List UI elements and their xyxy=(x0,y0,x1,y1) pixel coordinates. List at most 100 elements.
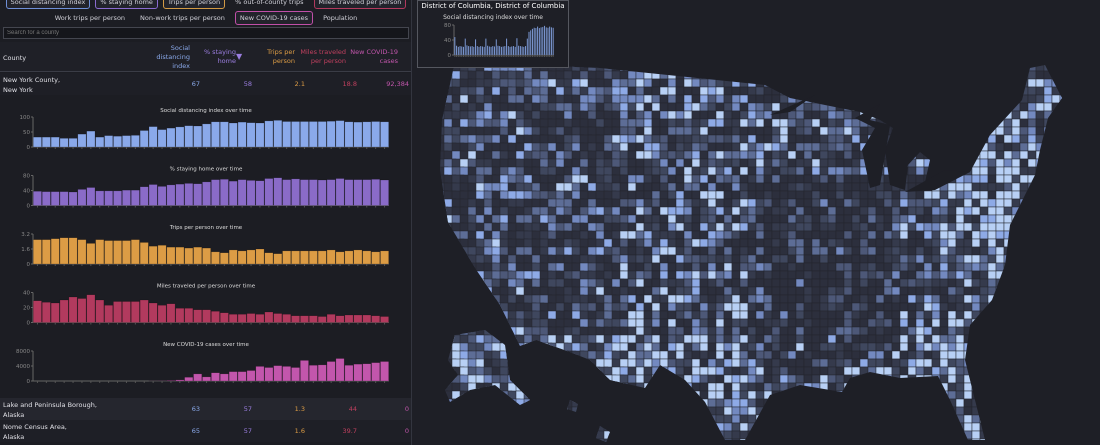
county-shape[interactable] xyxy=(1059,270,1068,280)
county-shape[interactable] xyxy=(707,302,717,312)
county-shape[interactable] xyxy=(979,126,989,136)
county-shape[interactable] xyxy=(875,390,885,400)
county-shape[interactable] xyxy=(739,318,749,328)
chart-3-bar[interactable] xyxy=(184,308,194,323)
county-shape[interactable] xyxy=(779,286,789,296)
county-shape[interactable] xyxy=(1051,166,1061,176)
county-shape[interactable] xyxy=(643,182,653,192)
county-shape[interactable] xyxy=(1027,222,1037,232)
county-shape[interactable] xyxy=(755,350,765,360)
county-shape[interactable] xyxy=(891,86,901,96)
chart-0-bar[interactable] xyxy=(237,121,247,148)
county-shape[interactable] xyxy=(763,166,773,176)
county-shape[interactable] xyxy=(883,422,893,432)
county-shape[interactable] xyxy=(779,270,789,280)
county-shape[interactable] xyxy=(923,142,933,152)
county-shape[interactable] xyxy=(739,78,749,88)
tooltip-chart-bar[interactable] xyxy=(521,46,523,56)
county-shape[interactable] xyxy=(995,278,1005,288)
county-shape[interactable] xyxy=(843,374,853,384)
county-shape[interactable] xyxy=(715,262,725,272)
county-shape[interactable] xyxy=(851,342,861,352)
county-shape[interactable] xyxy=(811,222,821,232)
county-shape[interactable] xyxy=(995,150,1005,160)
county-shape[interactable] xyxy=(1059,126,1068,136)
county-shape[interactable] xyxy=(731,286,741,296)
county-shape[interactable] xyxy=(707,142,717,152)
county-shape[interactable] xyxy=(1043,438,1053,445)
county-shape[interactable] xyxy=(747,414,757,424)
county-shape[interactable] xyxy=(707,94,717,104)
county-shape[interactable] xyxy=(803,262,813,272)
county-shape[interactable] xyxy=(907,262,917,272)
tooltip-chart-bar[interactable] xyxy=(528,31,530,56)
county-shape[interactable] xyxy=(731,190,741,200)
county-shape[interactable] xyxy=(795,326,805,336)
county-shape[interactable] xyxy=(539,366,553,380)
county-shape[interactable] xyxy=(947,182,957,192)
county-shape[interactable] xyxy=(539,430,553,443)
tooltip-chart-bar[interactable] xyxy=(488,46,491,56)
county-shape[interactable] xyxy=(891,55,901,64)
county-shape[interactable] xyxy=(819,430,829,440)
county-shape[interactable] xyxy=(707,262,717,272)
tooltip-chart-bar[interactable] xyxy=(474,39,477,56)
county-shape[interactable] xyxy=(1051,302,1061,312)
county-shape[interactable] xyxy=(659,182,669,192)
county-shape[interactable] xyxy=(995,350,1005,360)
county-shape[interactable] xyxy=(955,150,965,160)
county-shape[interactable] xyxy=(428,398,441,412)
chart-3-bar[interactable] xyxy=(33,300,42,323)
county-shape[interactable] xyxy=(691,334,701,344)
county-shape[interactable] xyxy=(1068,319,1076,327)
county-shape[interactable] xyxy=(1043,350,1053,360)
county-shape[interactable] xyxy=(420,383,432,395)
county-shape[interactable] xyxy=(611,382,625,396)
county-shape[interactable] xyxy=(1011,110,1021,120)
county-shape[interactable] xyxy=(667,310,677,320)
county-shape[interactable] xyxy=(436,78,449,92)
county-shape[interactable] xyxy=(811,342,821,352)
county-shape[interactable] xyxy=(795,238,805,248)
county-shape[interactable] xyxy=(1068,215,1076,223)
county-shape[interactable] xyxy=(715,55,725,64)
county-shape[interactable] xyxy=(1084,263,1092,271)
county-shape[interactable] xyxy=(787,118,797,128)
county-shape[interactable] xyxy=(475,430,489,443)
county-shape[interactable] xyxy=(875,350,885,360)
county-shape[interactable] xyxy=(1043,86,1053,96)
county-shape[interactable] xyxy=(715,190,725,200)
county-shape[interactable] xyxy=(899,238,909,248)
chart-3-bar[interactable] xyxy=(130,301,140,323)
county-shape[interactable] xyxy=(1011,374,1021,384)
county-shape[interactable] xyxy=(835,310,845,320)
county-shape[interactable] xyxy=(851,206,861,216)
county-shape[interactable] xyxy=(571,374,585,388)
county-shape[interactable] xyxy=(939,55,949,64)
chart-1-bar[interactable] xyxy=(246,180,256,206)
county-shape[interactable] xyxy=(675,55,685,64)
county-shape[interactable] xyxy=(955,238,965,248)
county-shape[interactable] xyxy=(507,414,521,428)
county-shape[interactable] xyxy=(547,366,561,380)
county-shape[interactable] xyxy=(1076,423,1084,431)
county-shape[interactable] xyxy=(683,262,693,272)
county-shape[interactable] xyxy=(859,294,869,304)
county-shape[interactable] xyxy=(803,182,813,192)
county-shape[interactable] xyxy=(691,190,701,200)
county-shape[interactable] xyxy=(891,150,901,160)
county-shape[interactable] xyxy=(771,342,781,352)
chart-3-bar[interactable] xyxy=(175,308,185,323)
county-shape[interactable] xyxy=(1084,151,1092,159)
county-shape[interactable] xyxy=(835,62,845,72)
county-shape[interactable] xyxy=(899,294,909,304)
county-shape[interactable] xyxy=(979,286,989,296)
county-shape[interactable] xyxy=(428,350,441,364)
county-shape[interactable] xyxy=(691,214,701,224)
county-shape[interactable] xyxy=(947,214,957,224)
tooltip-chart-bar[interactable] xyxy=(550,27,553,56)
county-shape[interactable] xyxy=(1003,414,1013,424)
county-shape[interactable] xyxy=(412,423,424,435)
county-shape[interactable] xyxy=(755,430,765,440)
county-shape[interactable] xyxy=(507,422,521,436)
